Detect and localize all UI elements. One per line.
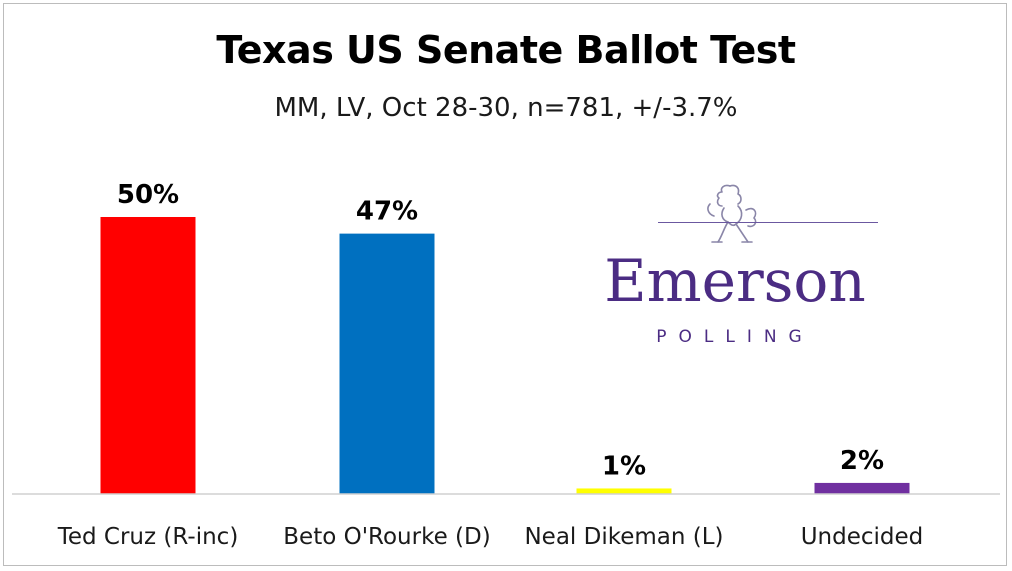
data-label-3: 2% [840,446,884,476]
bar-0 [100,217,196,494]
data-label-0: 50% [117,180,179,210]
logo-subtitle: POLLING [656,327,814,347]
data-label-1: 47% [356,197,418,227]
logo-wordmark: Emerson [604,247,866,315]
emerson-polling-logo: Emerson POLLING [580,180,890,355]
category-label-2: Neal Dikeman (L) [524,524,723,550]
bar-1 [339,233,435,494]
logo-rule [658,222,878,223]
bar-2 [576,488,672,494]
category-label-3: Undecided [801,524,924,550]
data-label-2: 1% [602,451,646,481]
bars-layer: 50% Ted Cruz (R-inc) 47% Beto O'Rourke (D) 1… [57,180,924,550]
chart-title: Texas US Senate Ballot Test [216,28,796,72]
chart-subtitle: MM, LV, Oct 28-30, n=781, +/-3.7% [274,93,738,123]
bar-3 [814,482,910,494]
category-label-1: Beto O'Rourke (D) [283,524,490,550]
lion-rampant-crest-icon [707,184,757,243]
category-label-0: Ted Cruz (R-inc) [57,524,239,550]
